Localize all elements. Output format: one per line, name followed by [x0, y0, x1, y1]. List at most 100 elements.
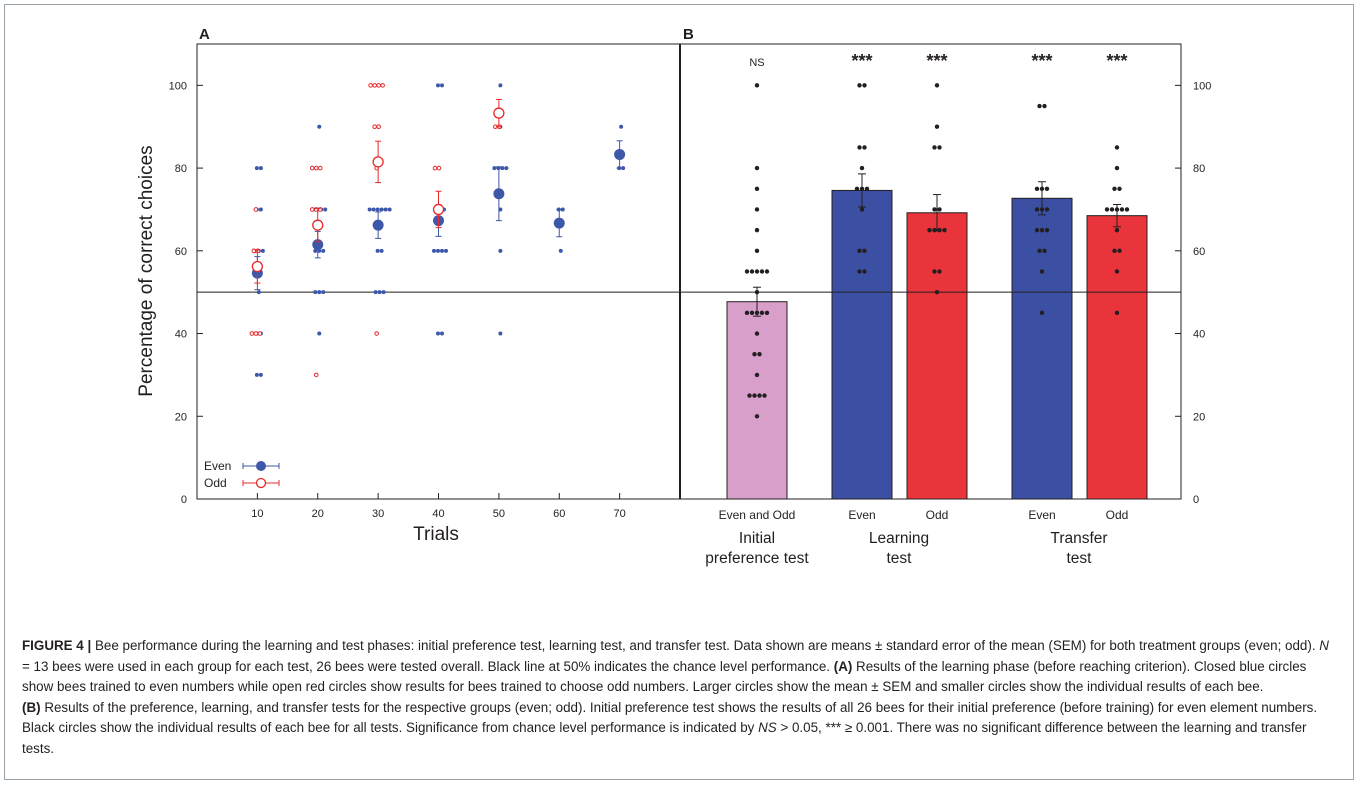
caption-panel-a-tag: (A)	[833, 658, 853, 674]
even-point	[367, 207, 372, 212]
bee-point	[754, 83, 760, 88]
bee-point	[1039, 207, 1045, 212]
bee-point	[747, 393, 752, 398]
bee-point	[757, 393, 762, 398]
even-point	[387, 207, 392, 212]
odd-point	[249, 331, 255, 336]
panel-a-plot-frame	[196, 43, 681, 500]
bee-point	[1039, 186, 1045, 191]
odd-point	[372, 83, 377, 88]
bee-point	[1114, 207, 1120, 212]
bee-point	[1034, 227, 1040, 233]
caption-intro: Bee performance during the learning and …	[91, 638, 1320, 653]
odd-point	[257, 331, 263, 336]
panel-a-points	[249, 83, 626, 378]
odd-mean	[372, 156, 384, 168]
bee-point	[1044, 227, 1050, 233]
even-point	[258, 207, 263, 212]
bee-point	[857, 269, 862, 274]
bee-point	[757, 352, 762, 357]
bee-point	[1044, 207, 1050, 212]
bee-point	[859, 186, 865, 191]
odd-point	[313, 165, 319, 171]
bar-category-label: Even	[848, 508, 875, 522]
group-label-line2: preference test	[705, 550, 809, 567]
x-tick-label: 10	[251, 508, 263, 520]
right-y-tick-label: 20	[1193, 411, 1205, 423]
right-y-tick-label: 40	[1193, 329, 1205, 341]
odd-point	[317, 165, 323, 171]
bee-point	[754, 372, 760, 378]
caption-n-symbol: N	[1319, 638, 1329, 653]
legend-even-symbol	[256, 461, 266, 471]
bee-point	[1034, 207, 1040, 212]
odd-point	[376, 124, 381, 130]
even-point	[383, 207, 388, 212]
bee-point	[932, 227, 937, 233]
bee-point	[857, 248, 862, 254]
even-point	[558, 248, 563, 253]
even-point	[371, 207, 376, 212]
bee-point	[752, 393, 757, 398]
bee-point	[754, 207, 760, 212]
right-y-tick-label: 80	[1193, 163, 1205, 175]
even-point	[254, 372, 259, 377]
bee-point	[862, 248, 867, 254]
odd-point	[313, 372, 319, 378]
even-point	[373, 290, 378, 295]
x-tick-label: 60	[553, 508, 565, 520]
even-point	[379, 248, 384, 253]
even-point	[436, 331, 440, 336]
bar	[831, 189, 893, 500]
even-point	[313, 290, 318, 295]
caption-ns-symbol: NS	[758, 720, 777, 735]
legend-odd-label: Odd	[204, 476, 227, 490]
group-label-line2: test	[1067, 550, 1093, 567]
even-point	[498, 248, 503, 253]
even-point	[321, 248, 326, 253]
odd-point	[253, 207, 259, 212]
significance-label: ***	[851, 51, 872, 71]
bee-point	[1119, 207, 1125, 212]
group-label-line1: Transfer	[1050, 530, 1107, 547]
bee-point	[1114, 269, 1120, 274]
bee-point	[1034, 186, 1040, 191]
even-point	[317, 290, 322, 295]
y-tick-label: 40	[175, 329, 187, 341]
bee-point	[759, 269, 765, 274]
x-tick-label: 30	[372, 508, 384, 520]
caption-panel-b-tag: (B)	[22, 699, 41, 715]
bar	[1086, 215, 1148, 500]
bee-point	[862, 83, 867, 88]
y-tick-label: 0	[181, 494, 187, 506]
even-point	[498, 83, 503, 88]
odd-point	[368, 83, 373, 88]
bee-point	[859, 165, 865, 171]
bee-point	[927, 227, 932, 233]
bee-point	[752, 352, 757, 357]
bee-point	[857, 145, 862, 150]
even-point	[379, 207, 384, 212]
bee-point	[1037, 248, 1042, 254]
bee-point	[854, 186, 860, 191]
right-y-tick-label: 0	[1193, 494, 1199, 506]
group-label-line1: Initial	[739, 530, 775, 547]
panel-b-bars	[726, 173, 1148, 500]
legend-even-label: Even	[204, 459, 231, 473]
group-label-line1: Learning	[869, 530, 929, 547]
panel-a-means	[251, 98, 626, 291]
bee-point	[942, 227, 947, 233]
bee-point	[1104, 207, 1110, 212]
even-mean	[372, 219, 384, 231]
bar-category-label: Odd	[1106, 508, 1129, 522]
bee-point	[754, 414, 760, 419]
panel-b-letter: B	[683, 26, 694, 43]
even-point	[440, 331, 444, 336]
bee-point	[937, 145, 942, 150]
bee-point	[864, 186, 870, 191]
y-tick-label: 20	[175, 411, 187, 423]
even-point	[619, 124, 624, 129]
bee-point	[1117, 186, 1122, 191]
bee-point	[1042, 248, 1047, 254]
x-axis-title: Trials	[413, 524, 459, 545]
